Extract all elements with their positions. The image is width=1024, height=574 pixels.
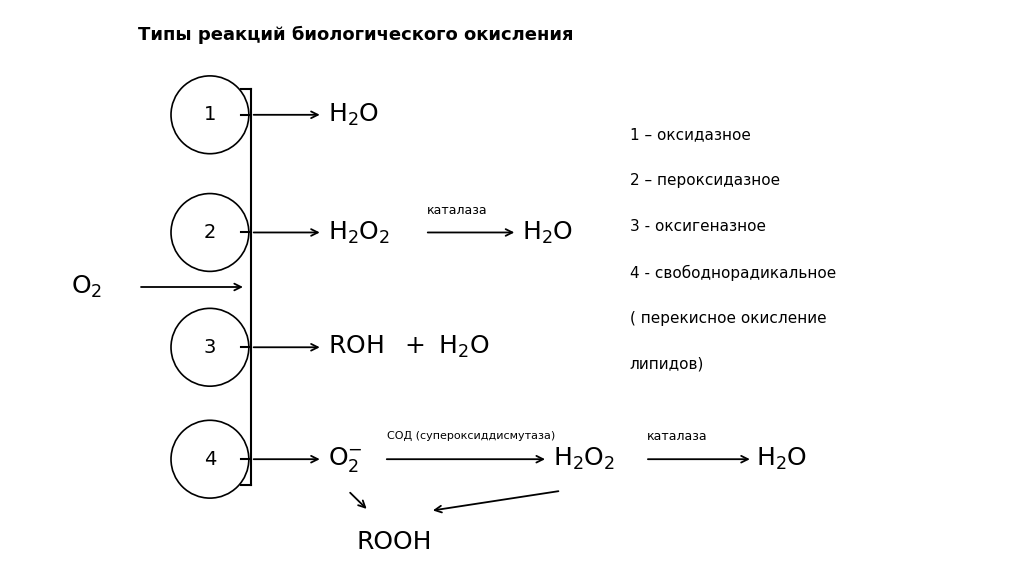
Text: $\mathregular{H_2O}$: $\mathregular{H_2O}$ <box>328 102 379 128</box>
Text: ROOH: ROOH <box>356 530 432 554</box>
Text: ( перекисное окисление: ( перекисное окисление <box>630 311 826 326</box>
Text: липидов): липидов) <box>630 357 705 372</box>
Text: 1: 1 <box>204 105 216 125</box>
Text: $\mathregular{H_2O}$: $\mathregular{H_2O}$ <box>756 446 807 472</box>
Text: $\mathregular{O_2}$: $\mathregular{O_2}$ <box>72 274 102 300</box>
Text: $\mathregular{H_2O_2}$: $\mathregular{H_2O_2}$ <box>553 446 615 472</box>
Text: 3: 3 <box>204 338 216 357</box>
Text: $\mathregular{H_2O_2}$: $\mathregular{H_2O_2}$ <box>328 219 390 246</box>
Text: $\mathregular{O_2^{-}}$: $\mathregular{O_2^{-}}$ <box>328 445 362 474</box>
Text: 3 - оксигеназное: 3 - оксигеназное <box>630 219 766 234</box>
Text: СОД (супероксиддисмутаза): СОД (супероксиддисмутаза) <box>387 431 555 441</box>
Text: 1 – оксидазное: 1 – оксидазное <box>630 127 751 142</box>
Text: 4 - свободнорадикальное: 4 - свободнорадикальное <box>630 265 836 281</box>
Text: каталаза: каталаза <box>427 204 487 217</box>
Text: $\mathregular{H_2O}$: $\mathregular{H_2O}$ <box>522 219 573 246</box>
Text: 2 – пероксидазное: 2 – пероксидазное <box>630 173 780 188</box>
Text: Типы реакций биологического окисления: Типы реакций биологического окисления <box>138 26 573 44</box>
Text: каталаза: каталаза <box>647 430 708 443</box>
Text: 4: 4 <box>204 449 216 469</box>
Text: 2: 2 <box>204 223 216 242</box>
Text: $\mathregular{ROH\ \ +\ H_2O}$: $\mathregular{ROH\ \ +\ H_2O}$ <box>328 334 489 360</box>
